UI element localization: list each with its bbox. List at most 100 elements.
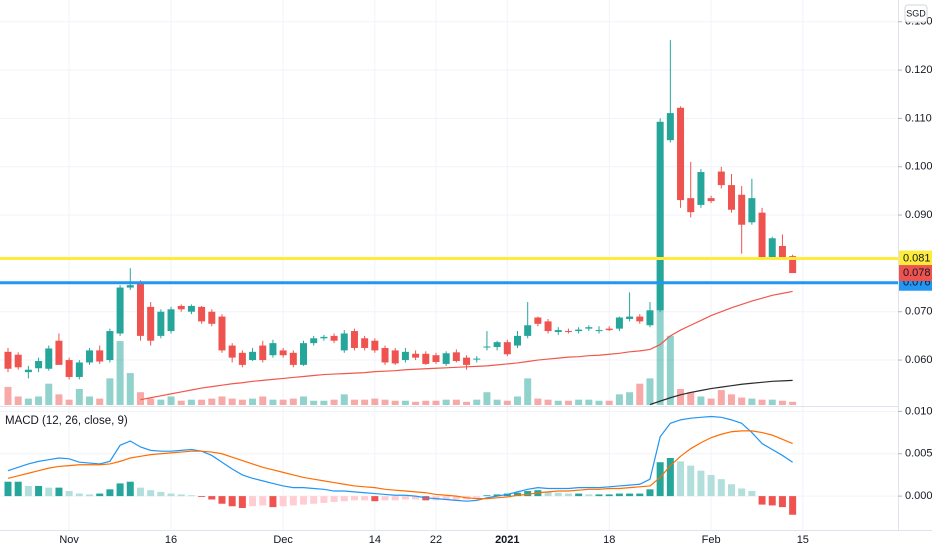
candle-body — [24, 369, 32, 373]
volume-bar — [452, 399, 460, 405]
volume-bar — [636, 383, 644, 405]
volume-bar — [564, 400, 572, 405]
candle-body — [575, 329, 583, 332]
volume-bar — [554, 400, 562, 405]
volume-bar — [687, 392, 695, 405]
x-tick-label: 15 — [797, 534, 809, 546]
y-tick-label: 0.070 — [905, 306, 932, 318]
candle-body — [106, 331, 114, 361]
histogram-bar — [697, 470, 705, 497]
candle-body — [585, 327, 593, 329]
signal-line — [7, 430, 793, 500]
volume-bar — [24, 398, 32, 405]
histogram-bar — [554, 492, 562, 497]
volume-bar — [208, 398, 216, 405]
candle-body — [677, 107, 685, 201]
candle-body — [136, 282, 144, 336]
volume-bar — [432, 400, 440, 405]
volume-bar — [75, 389, 83, 405]
histogram-bar — [167, 493, 175, 497]
x-tick-label: Feb — [702, 534, 721, 546]
histogram-bar — [289, 496, 297, 506]
volume-bar — [605, 400, 613, 405]
candle-body — [534, 317, 542, 324]
volume-bar — [503, 400, 511, 405]
histogram-bar — [126, 481, 134, 497]
candle-body — [778, 245, 786, 259]
candle-body — [666, 113, 674, 141]
price-label-box — [899, 250, 932, 267]
volume-bar — [595, 400, 603, 405]
candle-body — [605, 328, 613, 331]
x-tick-label: 2021 — [495, 534, 519, 546]
candle-body — [198, 306, 206, 322]
macd-line — [7, 415, 793, 502]
candle-body — [187, 305, 195, 312]
candle-body — [249, 351, 257, 361]
volume-bar — [422, 400, 430, 405]
histogram-bar — [35, 485, 43, 497]
volume-bar — [727, 394, 735, 405]
histogram-bar — [4, 481, 12, 497]
volume-bar — [442, 399, 450, 405]
candle-body — [615, 317, 623, 329]
histogram-bar — [279, 496, 287, 507]
histogram-bar — [340, 496, 348, 502]
candle-body — [401, 351, 409, 361]
volume-bar — [65, 399, 73, 405]
candle-body — [269, 343, 277, 356]
histogram-bar — [177, 494, 185, 497]
volume-bar — [585, 399, 593, 405]
x-tick-label: 22 — [430, 534, 442, 546]
price-label: 0.081 — [903, 252, 931, 264]
volume-bar — [534, 398, 542, 405]
candle-body — [75, 362, 83, 377]
volume-bar — [514, 396, 521, 405]
x-tick-label: 18 — [603, 534, 615, 546]
histogram-bar — [96, 493, 104, 497]
histogram-bar — [330, 496, 338, 503]
candle-body — [422, 353, 430, 364]
volume-bar — [96, 398, 104, 405]
candle-body — [717, 171, 725, 186]
volume-bar — [116, 341, 124, 405]
volume-bar — [361, 399, 369, 405]
candle-body — [554, 330, 562, 333]
candle-body — [514, 335, 521, 346]
histogram-bar — [391, 496, 399, 501]
histogram-bar — [208, 496, 216, 500]
candle-body — [564, 331, 572, 333]
volume-bar — [126, 373, 134, 405]
histogram-bar — [401, 496, 409, 500]
candle-body — [340, 333, 348, 351]
histogram-bar — [269, 496, 277, 508]
candle-body — [727, 185, 735, 210]
histogram-bar — [666, 457, 674, 497]
histogram-bar — [361, 496, 369, 501]
volume-bar — [35, 396, 43, 405]
histogram-bar — [473, 496, 481, 498]
histogram-bar — [75, 493, 83, 497]
volume-bar — [412, 401, 420, 405]
volume-bar — [738, 397, 746, 405]
histogram-bar — [524, 491, 532, 497]
histogram-bar — [147, 490, 155, 497]
candle-body — [167, 309, 175, 332]
histogram-bar — [595, 494, 603, 497]
histogram-bar — [45, 487, 53, 497]
volume-bar — [228, 398, 236, 405]
candle-body — [687, 198, 695, 213]
candle-body — [646, 310, 654, 326]
volume-bar — [136, 392, 144, 405]
candle-body — [748, 198, 756, 223]
volume-bar — [697, 396, 705, 405]
histogram-bar — [350, 496, 358, 501]
volume-bar — [187, 399, 195, 405]
volume-bar — [106, 378, 114, 405]
histogram-bar — [320, 496, 328, 503]
candle-body — [789, 256, 797, 274]
indicator-tick-label: 0.000 — [905, 490, 932, 502]
volume-bar — [717, 390, 725, 405]
